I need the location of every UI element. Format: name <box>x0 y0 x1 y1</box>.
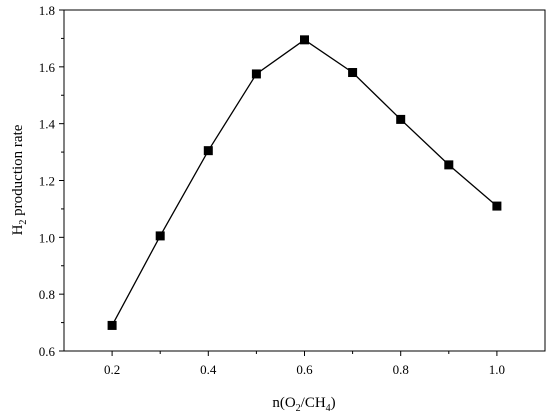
x-tick-label: 0.6 <box>296 362 313 377</box>
y-tick-label: 1.6 <box>39 60 56 75</box>
y-tick-label: 1.0 <box>39 230 55 245</box>
x-tick-label: 1.0 <box>489 362 505 377</box>
data-point <box>107 320 117 330</box>
data-point <box>396 114 406 124</box>
y-tick-label: 0.6 <box>39 344 56 359</box>
data-point <box>251 69 261 79</box>
y-tick-label: 1.8 <box>39 3 55 18</box>
x-axis-label: n(O2/CH4) <box>272 395 335 414</box>
x-ticks: 0.2 0.4 0.6 0.8 1.0 <box>104 351 505 377</box>
y-tick-label: 1.2 <box>39 174 55 189</box>
y-tick-label: 0.8 <box>39 287 55 302</box>
data-point <box>348 68 358 78</box>
y-tick-label: 1.4 <box>39 117 56 132</box>
data-point <box>300 35 309 45</box>
x-tick-label: 0.2 <box>104 362 120 377</box>
data-point <box>444 160 454 170</box>
data-point <box>203 146 213 156</box>
x-tick-label: 0.4 <box>200 362 217 377</box>
series <box>107 35 502 330</box>
x-tick-label: 0.8 <box>393 362 409 377</box>
plot-frame <box>63 9 546 352</box>
y-axis-label: H2 production rate <box>10 124 29 235</box>
data-point <box>492 201 502 211</box>
series-line <box>111 39 498 326</box>
data-point <box>155 231 165 241</box>
y-ticks: 0.6 0.8 1.0 1.2 1.4 1.6 1.8 <box>39 3 64 359</box>
